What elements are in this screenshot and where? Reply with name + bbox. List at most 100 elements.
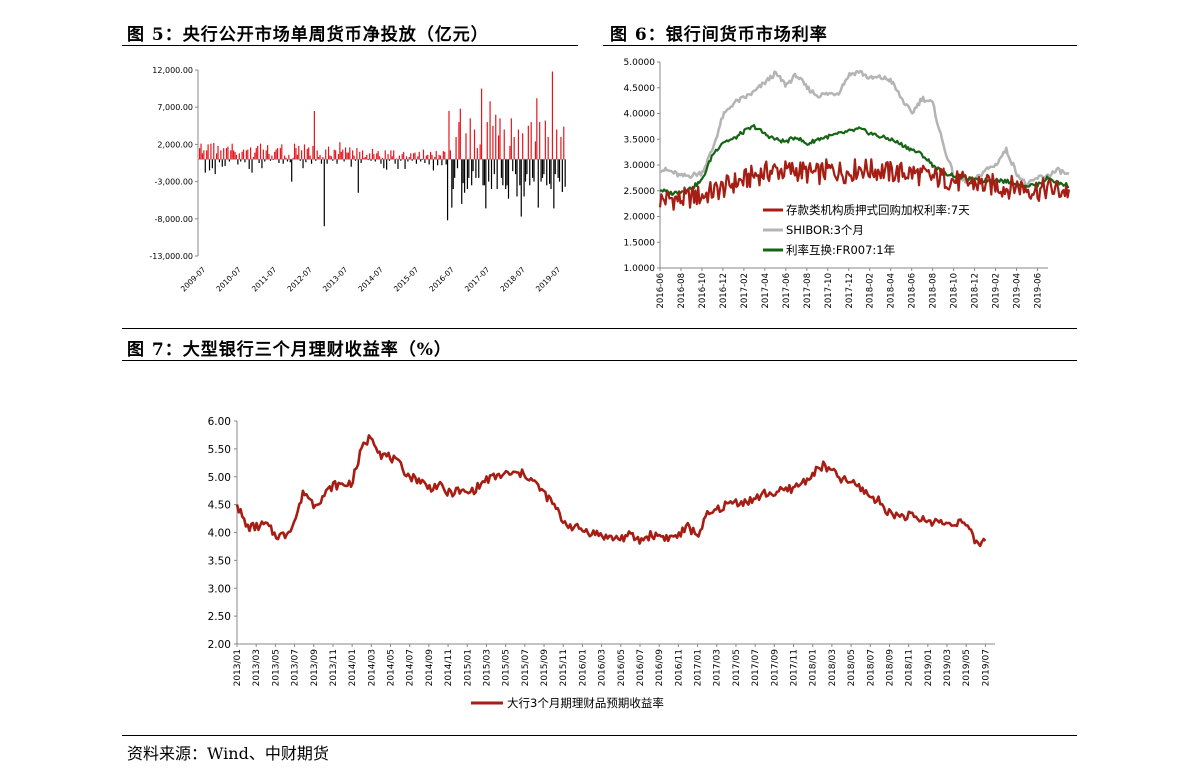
fig5-bar: [363, 157, 365, 160]
fig5-bar: [200, 143, 202, 160]
fig5-bar: [523, 159, 525, 197]
fig5-bar: [213, 142, 215, 160]
fig5-bar: [456, 159, 459, 169]
fig5-bar: [318, 157, 320, 160]
fig5-bar: [271, 155, 273, 160]
fig5-bar: [356, 148, 358, 160]
fig5-bar: [384, 150, 386, 160]
fig5-bar: [281, 144, 283, 160]
fig5-bar: [458, 122, 460, 160]
fig5-bar: [439, 155, 442, 160]
fig7-x-tick-label: 2013/05: [271, 649, 281, 686]
fig5-bar: [527, 125, 529, 160]
fig7-x-tick-label: 2015/03: [482, 649, 492, 686]
fig6-x-tick-label: 2018-08: [929, 273, 939, 309]
fig5-bar: [434, 157, 436, 160]
fig7-x-tick-label: 2016/05: [617, 649, 627, 686]
fig5-bar: [543, 159, 545, 175]
fig7-x-tick-label: 2016/03: [598, 649, 608, 686]
fig5-bar: [381, 157, 383, 160]
fig5-bar: [536, 98, 538, 160]
fig7-series-line: [235, 434, 987, 548]
fig5-bar: [471, 159, 473, 186]
fig5-bar: [544, 120, 546, 160]
fig7-x-tick-label: 2017/05: [732, 649, 742, 686]
fig5-bar: [463, 159, 466, 193]
fig5-bar: [292, 157, 294, 160]
fig6-title-rule: [603, 45, 1077, 46]
fig5-y-tick-label: 2,000.00: [157, 140, 193, 149]
fig5-bar: [505, 159, 507, 190]
fig5-bar: [289, 159, 291, 163]
fig5-bar: [237, 159, 239, 165]
fig5-bar: [425, 155, 427, 160]
fig7-y-tick-label: 5.00: [208, 472, 231, 484]
fig6-y-tick-label: 5.0000: [624, 58, 656, 68]
fig5-bar: [217, 145, 219, 160]
fig5-bar: [327, 146, 330, 160]
fig7-x-tick-label: 2016/07: [636, 649, 646, 686]
fig5-bar: [388, 159, 391, 161]
fig5-bar: [558, 159, 561, 182]
fig5-bar: [405, 156, 408, 160]
fig5-bar: [534, 141, 537, 160]
fig5-bar: [336, 159, 338, 164]
fig6-y-tick-label: 2.0000: [624, 213, 656, 223]
fig5-bar: [539, 122, 541, 160]
fig5-bar: [326, 159, 328, 164]
fig5-bar: [255, 148, 257, 160]
fig7-x-tick-label: 2018/05: [847, 649, 857, 686]
fig5-bar: [353, 155, 355, 160]
fig7-x-tick-label: 2013/11: [329, 649, 339, 686]
fig6-x-tick-label: 2017-08: [803, 273, 813, 309]
fig5-bar: [234, 151, 236, 160]
fig6-x-tick-label: 2017-10: [824, 273, 834, 309]
fig5-bar: [344, 147, 347, 160]
fig5-bar: [496, 159, 498, 190]
fig5-bar: [302, 159, 304, 169]
fig5-bar: [378, 156, 381, 160]
fig5-bar: [332, 159, 334, 161]
fig7-x-tick-label: 2015/05: [502, 649, 512, 686]
fig5-bar: [524, 159, 527, 182]
fig5-bar: [461, 159, 463, 204]
fig5-bar: [330, 156, 332, 160]
fig5-bar: [364, 157, 366, 160]
fig5-bar: [401, 154, 403, 160]
fig7-x-tick-label: 2014/01: [348, 649, 358, 686]
fig5-bar: [262, 149, 264, 160]
fig5-bar: [473, 129, 476, 160]
fig7-chart: 6.005.505.004.504.003.503.002.502.002013…: [208, 416, 995, 710]
source-note: 资料来源：Wind、中财期货: [127, 744, 329, 763]
fig5-bar: [223, 148, 225, 160]
fig5-bar: [312, 145, 314, 160]
fig5-x-tick-label: 2010-07: [214, 265, 243, 294]
fig6-y-tick-label: 3.5000: [624, 135, 656, 145]
fig7-x-tick-label: 2018/03: [828, 649, 838, 686]
fig7-title-rule: [122, 360, 1077, 361]
fig6-y-tick-label: 4.5000: [624, 84, 656, 94]
fig5-bar: [265, 150, 267, 160]
fig5-bar: [254, 152, 256, 160]
fig5-bar: [359, 151, 361, 160]
fig5-chart: 12,000.00 7,000.00 2,000.00 -3,000.00 -8,000…: [149, 66, 566, 294]
fig5-bar: [480, 88, 483, 160]
fig5-bar: [303, 144, 306, 160]
fig6-y-tick-label: 1.5000: [624, 238, 656, 248]
fig5-bar: [517, 129, 520, 160]
fig5-bar: [320, 159, 323, 164]
fig5-bar: [479, 144, 481, 160]
fig5-bar: [526, 159, 528, 175]
fig5-bar: [412, 153, 415, 160]
fig5-bar: [337, 154, 340, 160]
fig5-bar: [422, 149, 425, 160]
fig6-legend-label: 利率互换:FR007:1年: [786, 243, 895, 257]
fig5-bar: [466, 159, 469, 190]
fig5-bar: [286, 159, 289, 162]
fig5-bar: [500, 159, 503, 178]
fig5-bar: [492, 125, 494, 160]
fig5-bar: [369, 153, 371, 160]
fig5-bar: [225, 148, 228, 160]
fig5-bar: [313, 110, 315, 160]
fig7-y-tick-label: 2.50: [208, 611, 231, 623]
